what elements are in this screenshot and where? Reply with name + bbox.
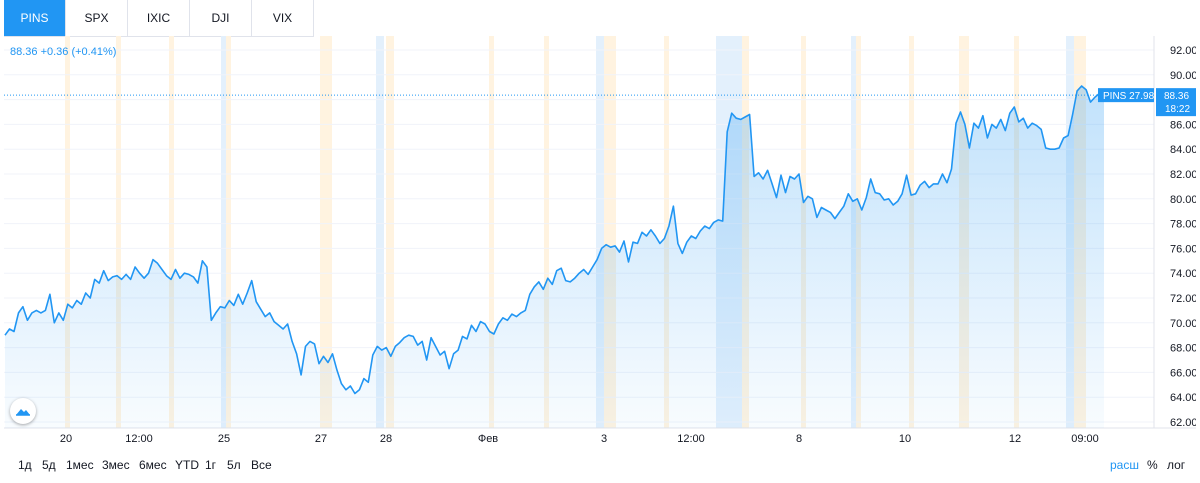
tradingview-logo-button[interactable]: [10, 398, 36, 424]
x-tick-label: 12:00: [125, 433, 153, 445]
range-button-5[interactable]: YTD: [175, 458, 199, 472]
y-tick-label: 84.00: [1170, 144, 1196, 156]
x-tick-label: 3: [601, 433, 607, 445]
price-info: 88.36 +0.36 (+0.41%): [10, 46, 117, 58]
x-tick-label: 27: [315, 433, 327, 445]
y-tick-label: 90.00: [1170, 70, 1196, 82]
price-chart[interactable]: 92.0090.0088.0086.0084.0082.0080.0078.00…: [4, 36, 1196, 456]
session-band: [320, 36, 332, 428]
y-tick-label: 68.00: [1170, 343, 1196, 355]
price-tag-countdown: 18:22: [1165, 104, 1190, 115]
x-tick-label: 28: [380, 433, 392, 445]
session-band: [65, 36, 70, 428]
y-tick-label: 62.00: [1170, 417, 1196, 429]
session-band: [489, 36, 494, 428]
y-tick-label: 74.00: [1170, 268, 1196, 280]
x-tick-label: 25: [218, 433, 230, 445]
price-tag-value: 88.36: [1164, 91, 1189, 102]
range-button-2[interactable]: 1мес: [66, 458, 94, 472]
series-area: [5, 86, 1104, 428]
x-tick-label: 12: [1009, 433, 1021, 445]
range-button-7[interactable]: 5л: [227, 458, 241, 472]
session-band: [169, 36, 174, 428]
symbol-tabs: PINS SPX IXIC DJI VIX: [4, 0, 314, 37]
session-band: [596, 36, 604, 428]
tab-vix[interactable]: VIX: [252, 0, 314, 36]
bottom-toolbar: расш % лог 1д 5д 1мес 3мес 6мес YTD 1г 5л Все: [4, 456, 1196, 478]
range-button-6[interactable]: 1г: [205, 458, 217, 472]
x-tick-label: 12:00: [677, 433, 705, 445]
range-button-1[interactable]: 5д: [42, 458, 56, 472]
price-tag-label: PINS 27.98%: [1103, 91, 1163, 102]
y-tick-label: 80.00: [1170, 194, 1196, 206]
log-scale-toggle[interactable]: расш: [1110, 458, 1139, 472]
x-tick-label: 8: [796, 433, 802, 445]
session-band: [226, 36, 231, 428]
chart-svg[interactable]: 92.0090.0088.0086.0084.0082.0080.0078.00…: [4, 36, 1196, 456]
range-button-0[interactable]: 1д: [18, 458, 32, 472]
y-tick-label: 78.00: [1170, 219, 1196, 231]
series-line: [4, 85, 1105, 395]
x-tick-label: 10: [899, 433, 911, 445]
session-band: [376, 36, 384, 428]
mountain-icon: [16, 409, 30, 416]
range-button-8[interactable]: Все: [251, 458, 272, 472]
session-band: [544, 36, 549, 428]
tab-ixic[interactable]: IXIC: [128, 0, 190, 36]
tab-spx[interactable]: SPX: [66, 0, 128, 36]
x-tick-label: 09:00: [1071, 433, 1099, 445]
range-button-4[interactable]: 6мес: [139, 458, 167, 472]
y-tick-label: 72.00: [1170, 293, 1196, 305]
price-tag: PINS 27.98% 88.36 18:22: [1098, 88, 1196, 117]
y-tick-label: 86.00: [1170, 119, 1196, 131]
price-tag-value-bg: [1156, 88, 1196, 117]
y-tick-label: 66.00: [1170, 367, 1196, 379]
x-tick-label: 20: [60, 433, 72, 445]
session-band: [221, 36, 226, 428]
session-band: [386, 36, 394, 428]
percent-toggle[interactable]: %: [1147, 458, 1158, 472]
range-button-3[interactable]: 3мес: [102, 458, 130, 472]
log-toggle[interactable]: лог: [1167, 458, 1186, 472]
y-tick-label: 64.00: [1170, 392, 1196, 404]
y-tick-label: 70.00: [1170, 318, 1196, 330]
tab-pins[interactable]: PINS: [4, 0, 66, 36]
tab-dji[interactable]: DJI: [190, 0, 252, 36]
y-tick-label: 76.00: [1170, 243, 1196, 255]
session-band: [116, 36, 121, 428]
y-tick-label: 82.00: [1170, 169, 1196, 181]
x-tick-label: Фев: [478, 433, 498, 445]
price-tag-label-bg: [1098, 88, 1154, 103]
y-tick-label: 92.00: [1170, 45, 1196, 57]
